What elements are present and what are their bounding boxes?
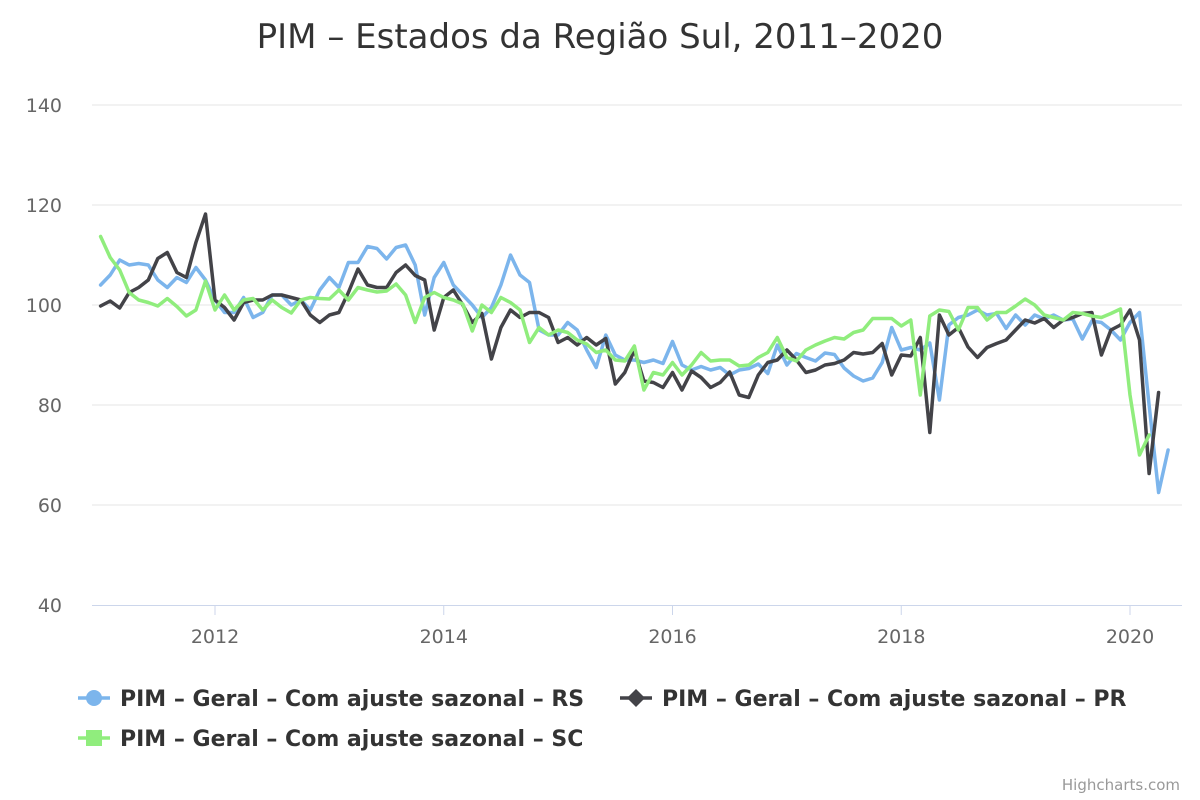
legend-circle-marker-icon bbox=[86, 690, 102, 706]
series-line-1[interactable] bbox=[98, 243, 1170, 495]
y-axis: 40 60 80 100 120 140 bbox=[26, 95, 62, 617]
legend-label: PIM – Geral – Com ajuste sazonal – SC bbox=[120, 727, 583, 752]
y-tick-label: 40 bbox=[38, 595, 62, 617]
legend-item-1[interactable]: PIM – Geral – Com ajuste sazonal – RS bbox=[78, 687, 584, 712]
plot-area bbox=[98, 212, 1170, 495]
grid-lines bbox=[92, 104, 1182, 506]
x-tick-label: 2020 bbox=[1106, 626, 1154, 648]
series-line-2[interactable] bbox=[98, 212, 1161, 476]
legend[interactable]: PIM – Geral – Com ajuste sazonal – RS PIM… bbox=[78, 687, 1126, 752]
legend-square-marker-icon bbox=[86, 730, 102, 746]
x-axis: 2012 2014 2016 2018 2020 bbox=[191, 605, 1154, 648]
y-tick-label: 80 bbox=[38, 395, 62, 417]
x-tick-label: 2012 bbox=[191, 626, 239, 648]
y-tick-label: 120 bbox=[26, 195, 62, 217]
legend-label: PIM – Geral – Com ajuste sazonal – PR bbox=[662, 687, 1126, 712]
series-line-3[interactable] bbox=[98, 234, 1151, 457]
chart-title: PIM – Estados da Região Sul, 2011–2020 bbox=[257, 17, 944, 57]
credits-link[interactable]: Highcharts.com bbox=[1062, 776, 1180, 794]
legend-item-3[interactable]: PIM – Geral – Com ajuste sazonal – SC bbox=[78, 727, 583, 752]
legend-item-2[interactable]: PIM – Geral – Com ajuste sazonal – PR bbox=[620, 687, 1126, 712]
legend-diamond-marker-icon bbox=[627, 689, 645, 707]
legend-label: PIM – Geral – Com ajuste sazonal – RS bbox=[120, 687, 584, 712]
y-tick-label: 100 bbox=[26, 295, 62, 317]
y-tick-label: 140 bbox=[26, 95, 62, 117]
x-tick-label: 2014 bbox=[420, 626, 468, 648]
x-tick-label: 2016 bbox=[648, 626, 696, 648]
y-tick-label: 60 bbox=[38, 495, 62, 517]
x-tick-label: 2018 bbox=[877, 626, 925, 648]
